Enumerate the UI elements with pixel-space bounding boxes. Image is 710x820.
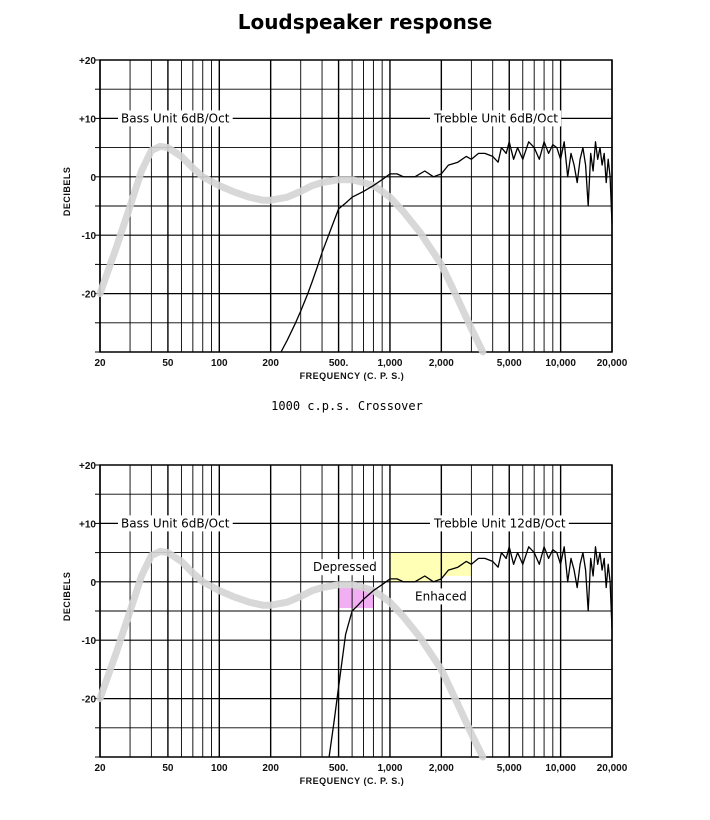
x-tick-label: 200: [262, 763, 279, 774]
x-tick-label: 200: [262, 358, 279, 369]
plot-area: +20 +10 0 -10 -20 20 50 100 200 500. 1,000 2,000 5,0…: [62, 56, 628, 381]
x-tick-label: 1,000: [377, 358, 402, 369]
y-tick-label: -10: [82, 636, 97, 647]
enhanced-label: Enhaced: [415, 589, 467, 603]
treble-unit-label: Trebble Unit 6dB/Oct: [433, 111, 558, 125]
treble-unit-label: Trebble Unit 12dB/Oct: [433, 516, 566, 530]
y-axis-label: DECIBELS: [62, 167, 72, 217]
treble-unit-series-line: [328, 546, 613, 758]
x-tick-label: 20: [94, 358, 106, 369]
crossover-chart-12db: +20 +10 0 -10 -20 20 50 100 200 500. 1,000 2,000 5,0…: [62, 461, 628, 786]
y-tick-label: -20: [82, 695, 97, 706]
x-tick-label: 20,000: [597, 763, 628, 774]
enhanced-region: [389, 552, 442, 582]
x-tick-label: 1,000: [377, 763, 402, 774]
x-tick-label: 5,000: [497, 763, 522, 774]
x-tick-label: 20: [94, 763, 106, 774]
x-axis-label: FREQUENCY (C. P. S.): [300, 371, 405, 381]
bass-unit-label: Bass Unit 6dB/Oct: [121, 111, 230, 125]
bass-unit-label-bg: [118, 515, 233, 532]
crossover-chart-6db: +20 +10 0 -10 -20 20 50 100 200 500. 1,000 2,000 5,0…: [62, 56, 628, 381]
x-tick-label: 50: [162, 763, 174, 774]
x-tick-label: 10,000: [545, 358, 576, 369]
x-tick-label: 2,000: [429, 763, 454, 774]
y-axis-label: DECIBELS: [62, 572, 72, 622]
bass-unit-series-line: [96, 142, 487, 356]
x-tick-label: 500.: [329, 763, 349, 774]
depressed-label-bg: [310, 559, 380, 576]
depressed-label: Depressed: [313, 560, 377, 574]
x-axis-label: FREQUENCY (C. P. S.): [300, 776, 405, 786]
crossover-caption: 1000 c.p.s. Crossover: [271, 399, 423, 413]
treble-unit-label-bg: [430, 110, 562, 127]
x-tick-label: 10,000: [545, 763, 576, 774]
page-title: Loudspeaker response: [237, 10, 493, 34]
y-tick-label: +20: [79, 461, 96, 472]
bass-unit-label-bg: [118, 110, 233, 127]
y-tick-label: +20: [79, 56, 96, 67]
treble-unit-label-bg: [430, 515, 569, 532]
x-tick-label: 5,000: [497, 358, 522, 369]
x-tick-label: 2,000: [429, 358, 454, 369]
depressed-region: [338, 587, 374, 609]
x-tick-label: 500.: [329, 358, 349, 369]
y-tick-label: -10: [82, 231, 97, 242]
x-tick-label: 100: [211, 358, 228, 369]
bass-unit-label: Bass Unit 6dB/Oct: [121, 516, 230, 530]
x-tick-label: 50: [162, 358, 174, 369]
bass-unit-series-line: [96, 547, 487, 761]
y-tick-label: 0: [90, 173, 96, 184]
x-tick-label: 100: [211, 763, 228, 774]
x-tick-label: 20,000: [597, 358, 628, 369]
y-tick-label: +10: [79, 519, 96, 530]
y-tick-label: 0: [90, 578, 96, 589]
y-tick-label: +10: [79, 114, 96, 125]
treble-unit-series-line: [280, 141, 613, 353]
enhanced-label-bg: [412, 588, 470, 605]
plot-area: +20 +10 0 -10 -20 20 50 100 200 500. 1,000 2,000 5,0…: [62, 461, 628, 786]
y-tick-label: -20: [82, 290, 97, 301]
